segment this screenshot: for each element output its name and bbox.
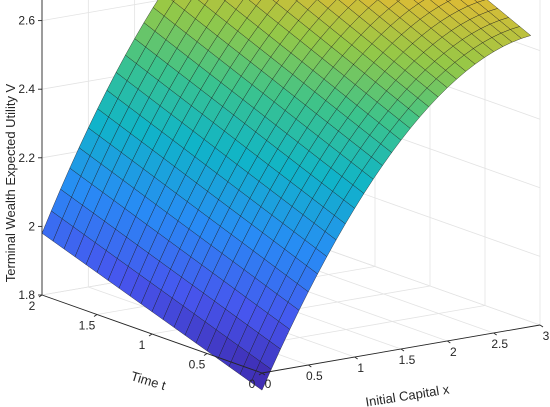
surface-patch	[171, 0, 175, 2]
y-axis-label: Time t	[129, 368, 168, 393]
x-tick-mark	[354, 356, 358, 360]
surface-layer	[41, 0, 532, 391]
z-tick-label: 2.4	[18, 82, 35, 96]
sidewall-gridline-z	[319, 246, 541, 326]
y-tick-label: 2	[29, 299, 36, 313]
surface-patch	[248, 0, 262, 7]
y-tick-label: 0.5	[189, 358, 206, 372]
x-tick-mark	[447, 340, 451, 344]
z-axis-label: Terminal Wealth Expected Utility V	[3, 83, 18, 282]
y-tick-mark	[203, 353, 208, 356]
x-tick-label: 1.5	[399, 353, 416, 367]
y-tick-label: 1.5	[79, 319, 96, 333]
y-tick-label: 0	[249, 377, 256, 391]
x-tick-mark	[261, 372, 266, 376]
x-tick-label: 3	[543, 329, 550, 343]
backwall-gridline-z	[41, 0, 164, 21]
z-tick-label: 2	[28, 219, 35, 233]
y-tick-mark	[258, 372, 263, 376]
z-tick-label: 2.6	[18, 14, 35, 28]
surface-patch	[510, 26, 532, 39]
x-tick-mark	[400, 348, 405, 352]
y-tick-mark	[93, 314, 98, 317]
x-tick-label: 2.5	[491, 337, 508, 351]
surface-patch	[272, 0, 280, 4]
x-axis-label: Initial Capital x	[364, 381, 450, 407]
x-tick-label: 0	[265, 377, 272, 391]
x-tick-label: 2	[450, 345, 457, 359]
x-tick-label: 0.5	[306, 369, 323, 383]
surface-patch	[396, 0, 401, 2]
x-tick-mark	[539, 324, 544, 328]
y-tick-label: 1	[139, 338, 146, 352]
z-tick-label: 1.8	[18, 288, 35, 302]
x-tick-label: 1	[357, 361, 364, 375]
x-tick-mark	[308, 364, 312, 368]
surface-patch	[198, 0, 209, 6]
y-tick-mark	[148, 333, 153, 337]
x-tick-mark	[493, 332, 497, 336]
z-tick-label: 2.2	[18, 151, 35, 165]
surface-patch	[413, 0, 425, 4]
